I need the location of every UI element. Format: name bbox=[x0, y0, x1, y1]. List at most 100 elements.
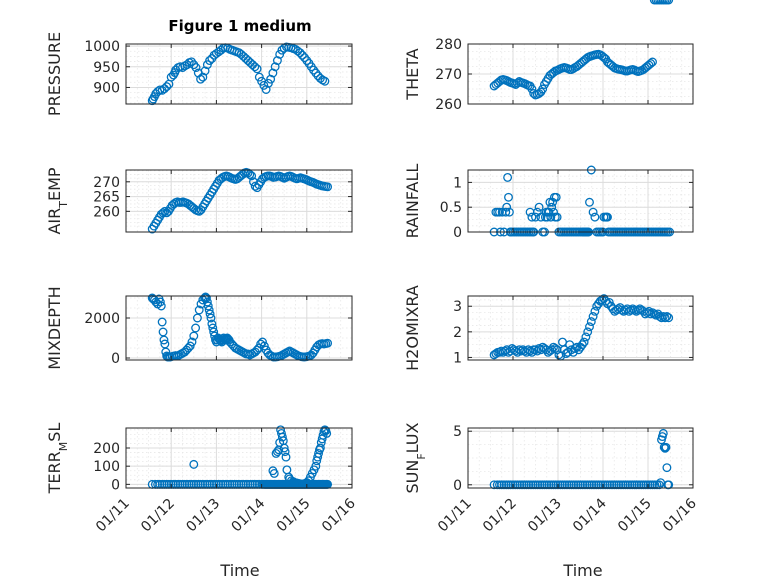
data-point bbox=[654, 480, 664, 490]
data-point bbox=[236, 49, 246, 59]
data-point bbox=[662, 312, 672, 321]
data-point bbox=[660, 313, 670, 323]
data-point bbox=[270, 62, 280, 72]
y-axis-label-subscript: F bbox=[415, 453, 428, 459]
y-axis-label-subscript: M bbox=[57, 442, 70, 452]
data-point bbox=[297, 50, 307, 60]
x-tick-label: 01/16 bbox=[319, 495, 359, 535]
data-point bbox=[279, 443, 289, 453]
data-point bbox=[192, 313, 202, 323]
data-point bbox=[203, 301, 213, 311]
data-point bbox=[585, 322, 594, 332]
x-tick-label: 01/12 bbox=[138, 496, 178, 536]
data-point bbox=[547, 202, 557, 212]
data-point bbox=[658, 312, 668, 321]
data-point bbox=[162, 82, 172, 92]
x-tick-label: 01/12 bbox=[480, 496, 520, 536]
data-point bbox=[572, 342, 582, 352]
data-point bbox=[649, 309, 659, 319]
subplot-h2omixra: 1 2 3 H2OMIXRA bbox=[403, 285, 694, 371]
data-point bbox=[208, 323, 218, 333]
data-point bbox=[583, 327, 593, 337]
y-axis-label-part: EMP bbox=[45, 167, 64, 201]
data-point bbox=[205, 309, 215, 319]
x-tick-label: 01/14 bbox=[229, 495, 269, 535]
data-point bbox=[209, 327, 219, 337]
data-point bbox=[323, 182, 333, 192]
y-axis-label: H2OMIXRA bbox=[403, 285, 422, 371]
data-point bbox=[501, 207, 511, 217]
data-point bbox=[158, 327, 168, 337]
axes-box bbox=[125, 43, 353, 105]
axes-box bbox=[467, 427, 694, 489]
data-point bbox=[159, 335, 169, 345]
y-tick-label: 280 bbox=[435, 37, 462, 53]
data-point bbox=[261, 85, 271, 94]
data-point bbox=[282, 465, 292, 475]
y-tick-label: 260 bbox=[93, 204, 120, 220]
data-point bbox=[577, 340, 587, 350]
data-point bbox=[503, 172, 513, 182]
data-point bbox=[295, 48, 305, 58]
y-axis-label-part: SUN bbox=[403, 460, 422, 494]
data-point bbox=[182, 60, 192, 70]
y-tick-label: 0 bbox=[111, 477, 120, 493]
subplot-theta: 260 270 280 THETA bbox=[403, 0, 694, 113]
x-tick-label: 01/15 bbox=[615, 496, 655, 536]
axes-box bbox=[125, 169, 353, 233]
data-point bbox=[658, 428, 668, 438]
data-point bbox=[590, 212, 600, 222]
subplot-pressure: 900 950 1000 PRESSURE bbox=[45, 32, 353, 116]
x-tick-label: 01/11 bbox=[435, 496, 475, 536]
data-point bbox=[248, 60, 258, 70]
axes-box bbox=[467, 169, 694, 233]
y-axis-label: RAINFALL bbox=[403, 164, 422, 239]
data-point bbox=[259, 341, 269, 351]
data-point bbox=[206, 313, 216, 323]
subplot-terr-msl: 0 100 200 01/11 01/12 01/13 01/14 01/15 01/16 TER… bbox=[45, 423, 359, 536]
data-point bbox=[156, 301, 166, 311]
data-point bbox=[194, 305, 204, 315]
data-point bbox=[581, 332, 591, 342]
y-tick-label: 3 bbox=[453, 299, 462, 315]
data-point bbox=[155, 297, 165, 307]
data-point bbox=[277, 432, 287, 442]
y-tick-label: 200 bbox=[93, 441, 120, 457]
data-point bbox=[495, 207, 504, 217]
y-axis-label: SUNFLUX bbox=[403, 422, 428, 493]
data-point bbox=[202, 293, 211, 303]
data-point bbox=[552, 212, 562, 222]
data-point bbox=[660, 443, 670, 453]
y-axis-label: THETA bbox=[403, 48, 422, 100]
data-point bbox=[280, 447, 290, 457]
data-point bbox=[272, 56, 282, 66]
data-point bbox=[545, 197, 555, 207]
y-tick-label: 0 bbox=[453, 225, 462, 241]
data-point bbox=[258, 337, 267, 347]
figure-title: Figure 1 medium bbox=[168, 17, 311, 35]
data-point bbox=[558, 337, 567, 347]
y-tick-label: 0 bbox=[453, 478, 462, 494]
y-axis-label: PRESSURE bbox=[45, 32, 64, 116]
axes-box bbox=[125, 295, 353, 361]
data-point bbox=[585, 197, 594, 207]
y-tick-label: 2000 bbox=[84, 311, 120, 327]
x-tick-label: 01/15 bbox=[274, 496, 314, 536]
data-point bbox=[158, 208, 168, 218]
data-point bbox=[322, 429, 332, 438]
data-point bbox=[200, 66, 210, 76]
data-point bbox=[252, 64, 262, 74]
data-point bbox=[157, 317, 167, 327]
data-point bbox=[579, 337, 589, 347]
data-point bbox=[662, 463, 672, 473]
y-axis-label-part: AIR bbox=[45, 208, 64, 235]
data-point bbox=[646, 59, 656, 68]
y-axis-label: MIXDEPTH bbox=[45, 286, 64, 369]
data-point bbox=[531, 212, 540, 222]
data-point bbox=[196, 74, 206, 84]
y-tick-label: 950 bbox=[93, 60, 120, 76]
y-tick-label: 270 bbox=[435, 67, 462, 83]
y-axis-label-part: SL bbox=[45, 423, 64, 442]
data-point bbox=[205, 56, 215, 66]
data-point bbox=[661, 442, 671, 452]
